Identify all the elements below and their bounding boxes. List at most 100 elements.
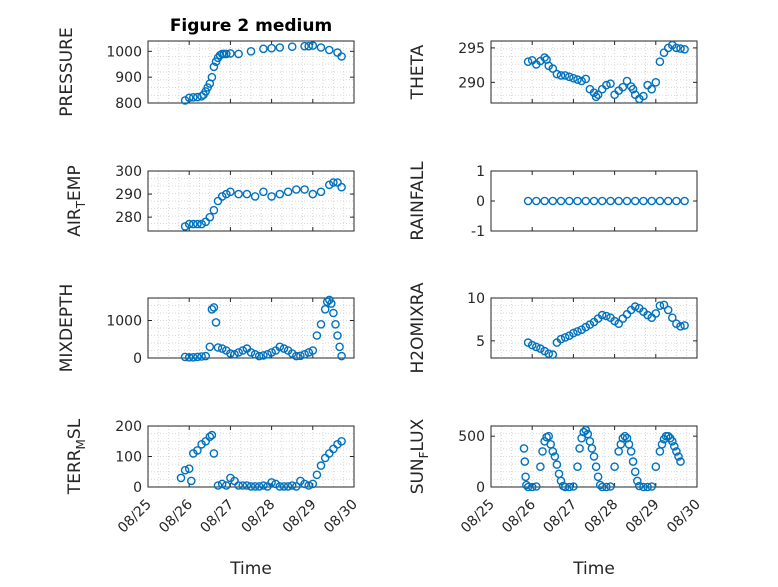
data-point: [606, 196, 615, 206]
y-tick-label: 1000: [106, 44, 142, 60]
data-point: [573, 75, 582, 84]
data-point: [565, 72, 574, 82]
data-point: [259, 187, 268, 197]
data-point: [316, 43, 326, 52]
data-point: [209, 449, 219, 458]
data-point: [209, 62, 219, 72]
data-point: [581, 74, 591, 84]
data-point: [207, 304, 217, 314]
y-axis-label: PRESSURE: [57, 27, 77, 116]
data-point: [193, 219, 202, 229]
data-point: [628, 84, 638, 94]
data-point: [205, 432, 215, 442]
data-point: [647, 196, 657, 206]
data-point: [337, 182, 346, 192]
data-point: [680, 196, 689, 206]
data-point: [552, 69, 562, 79]
data-point: [565, 482, 574, 492]
data-point: [565, 196, 574, 206]
data-point: [630, 196, 640, 206]
y-tick-label: 0: [476, 480, 485, 496]
data-point: [560, 71, 570, 80]
data-point: [267, 478, 276, 487]
data-point: [522, 480, 531, 490]
data-point: [230, 349, 239, 359]
data-point: [659, 48, 669, 58]
data-point: [602, 80, 611, 90]
data-point: [246, 482, 256, 491]
data-point: [538, 447, 547, 456]
data-point: [308, 346, 318, 355]
data-point: [575, 444, 584, 453]
data-point: [548, 350, 558, 359]
data-point: [275, 43, 285, 52]
data-point: [337, 436, 346, 446]
data-point: [614, 319, 624, 329]
y-tick-label: 0: [133, 480, 142, 496]
data-point: [544, 431, 554, 441]
data-point: [320, 304, 330, 314]
data-point: [312, 331, 322, 340]
data-point: [180, 465, 190, 475]
data-point: [630, 467, 640, 477]
data-point: [676, 321, 685, 331]
data-point: [197, 92, 206, 101]
data-point: [300, 479, 309, 489]
data-point: [606, 79, 615, 88]
data-point: [201, 351, 210, 361]
data-point: [532, 342, 541, 352]
data-point: [275, 482, 285, 491]
data-point: [622, 196, 632, 206]
data-point: [308, 189, 318, 199]
y-tick-label: 1000: [106, 314, 142, 330]
data-point: [238, 481, 248, 490]
data-point: [587, 444, 597, 453]
y-tick-label: 295: [458, 41, 485, 57]
data-point: [622, 76, 632, 86]
data-point: [226, 349, 235, 358]
data-point: [589, 88, 599, 97]
y-tick-label: -1: [471, 224, 485, 240]
data-point: [246, 47, 256, 56]
data-point: [655, 301, 665, 311]
x-axis-title-left: Time: [229, 559, 272, 579]
y-tick-label: 800: [115, 96, 142, 112]
data-point: [242, 189, 252, 199]
data-point: [597, 310, 607, 320]
data-point: [569, 328, 578, 338]
data-point: [655, 57, 665, 67]
data-point: [639, 482, 648, 492]
data-point: [548, 196, 558, 206]
data-point: [186, 476, 196, 486]
data-point: [188, 352, 198, 362]
data-point: [217, 479, 227, 489]
data-point: [618, 82, 628, 92]
data-point: [670, 441, 679, 451]
y-axis-label: MIXDEPTH: [57, 284, 77, 373]
data-point: [668, 313, 677, 323]
y-tick-label: 900: [115, 70, 142, 86]
data-point: [633, 476, 642, 486]
data-point: [283, 187, 293, 197]
data-point: [209, 303, 219, 312]
data-point: [581, 425, 591, 435]
data-point: [602, 311, 611, 321]
data-point: [651, 309, 661, 318]
data-point: [316, 187, 326, 197]
data-point: [532, 482, 541, 491]
data-point: [234, 348, 243, 357]
y-tick-label: 100: [115, 450, 142, 466]
data-point: [213, 481, 223, 490]
data-point: [657, 439, 667, 449]
data-point: [308, 479, 318, 489]
data-point: [207, 430, 217, 440]
data-point: [209, 205, 219, 215]
data-point: [335, 342, 344, 352]
data-point: [606, 482, 615, 491]
data-point: [221, 189, 231, 199]
data-point: [254, 351, 264, 361]
data-point: [602, 482, 611, 492]
data-point: [536, 344, 545, 353]
